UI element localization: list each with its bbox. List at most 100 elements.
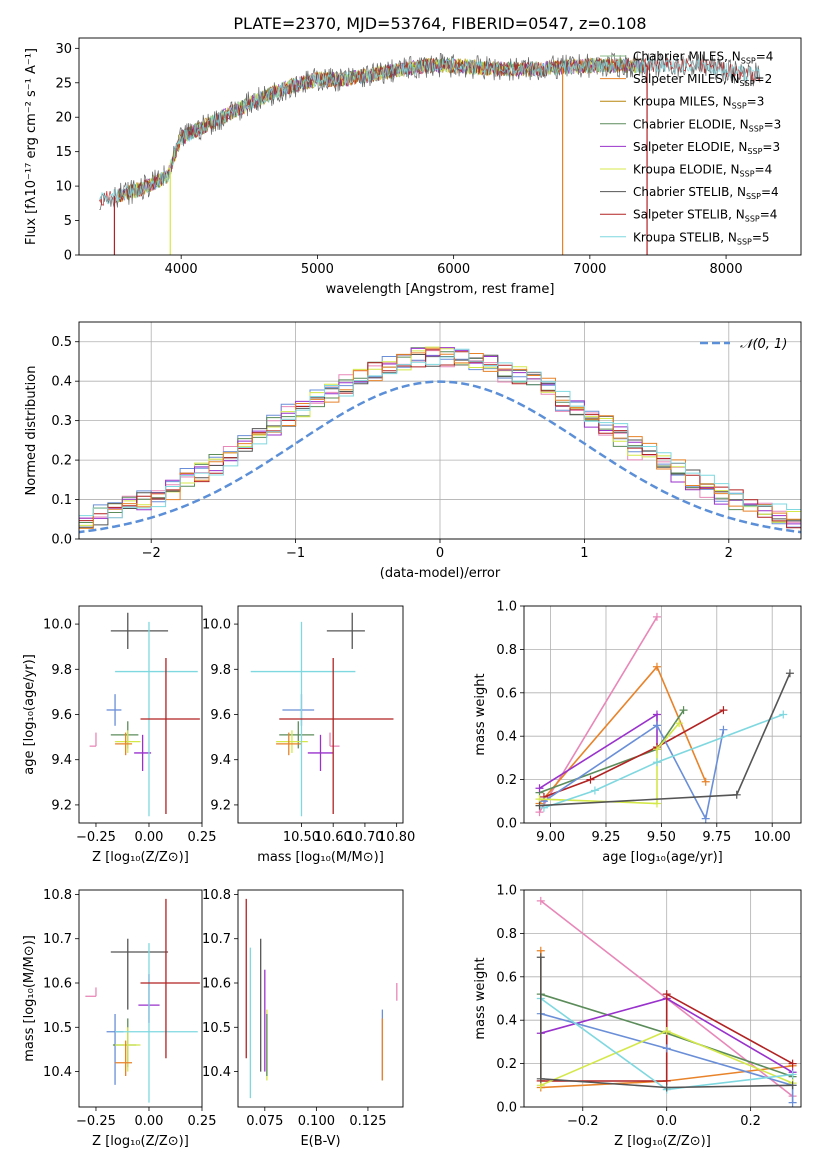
y-tick-label: 15 <box>55 145 72 160</box>
weight-point-marker <box>662 1044 671 1053</box>
x-tick-label: 0.25 <box>188 830 217 845</box>
x-tick-label: 0.100 <box>298 1114 335 1129</box>
panel-mass_vs_Z: −0.25 0.00 0.25 10.4 10.5 10.6 10.7 10.8 Z [log₁… <box>22 888 216 1149</box>
y-tick-label: 10.7 <box>43 932 72 947</box>
y-tick-label: 0.8 <box>496 927 517 942</box>
legend-text: Salpeter MILES, N <box>633 72 740 86</box>
x-tick-label: 9.75 <box>702 830 731 845</box>
weight-point-marker <box>652 721 661 730</box>
weight-series-line <box>539 709 685 794</box>
legend-entry: Salpeter ELODIE, NSSP=3 <box>633 140 780 156</box>
weight-point-marker <box>675 719 684 728</box>
y-tick-label: 5 <box>64 214 72 229</box>
weight-point-marker <box>652 758 661 767</box>
legend-entry: Kroupa MILES, NSSP=3 <box>633 95 764 111</box>
x-tick-label: 10.70 <box>346 830 383 845</box>
axes-frame <box>523 889 802 1108</box>
weight-series-line <box>543 724 725 822</box>
x-tick-label: 0.25 <box>188 1114 217 1129</box>
plot-layer <box>79 346 801 534</box>
y-tick-label: 0.6 <box>496 686 517 701</box>
y-tick-label: 1.0 <box>496 600 517 615</box>
axes-frame <box>78 605 203 824</box>
weight-point-marker <box>662 1027 671 1036</box>
y-tick-label: 0.4 <box>496 1014 517 1029</box>
y-tick-label: 10.0 <box>202 618 231 633</box>
legend-entry: Salpeter STELIB, NSSP=4 <box>633 208 777 224</box>
x-tick-label: −0.25 <box>76 1114 116 1129</box>
y-tick-label: 10.5 <box>202 1021 231 1036</box>
legend-value: =2 <box>755 72 773 86</box>
x-tick-label: −1 <box>286 546 305 561</box>
legend-value: =3 <box>764 117 782 131</box>
x-tick-label: 6000 <box>437 262 470 277</box>
y-tick-label: 10.6 <box>202 977 231 992</box>
y-axis-label: mass [log₁₀(M/M⊙)] <box>22 935 37 1062</box>
y-tick-label: 0.0 <box>496 817 517 832</box>
axes-frame <box>78 321 802 540</box>
x-tick-label: 1 <box>580 546 588 561</box>
weight-point-marker <box>788 1098 797 1107</box>
plot-layer <box>89 612 200 817</box>
weight-point-marker <box>679 706 688 715</box>
y-tick-label: 10.6 <box>43 977 72 992</box>
x-tick-label: −2 <box>142 546 161 561</box>
x-tick-label: 0.0 <box>656 1114 677 1129</box>
y-tick-label: 30 <box>55 42 72 57</box>
weight-point-marker <box>652 710 661 719</box>
y-tick-label: 0.4 <box>496 730 517 745</box>
legend-text: Chabrier MILES, N <box>633 50 741 64</box>
legend-subscript: SSP <box>740 79 755 88</box>
legend-value: =3 <box>762 140 780 154</box>
x-axis-label: mass [log₁₀(M/M⊙)] <box>257 850 384 865</box>
plots-layer: 4000 5000 6000 7000 8000051015202530waveleng… <box>22 37 802 1149</box>
axes-frame <box>78 37 802 256</box>
y-tick-label: 9.6 <box>210 708 231 723</box>
legend-subscript: SSP <box>741 57 756 66</box>
legend-value: =5 <box>752 230 770 244</box>
y-tick-label: 0.3 <box>51 414 72 429</box>
x-axis-label: Z [log₁₀(Z/Z⊙)] <box>614 1134 711 1149</box>
y-tick-label: 10 <box>55 180 72 195</box>
panel-mass_vs_EBV: 0.075 0.100 0.125 10.4 10.5 10.6 10.7 10.8 E(B-V… <box>202 888 404 1149</box>
x-tick-label: 9.25 <box>592 830 621 845</box>
legend-entry: Chabrier STELIB, NSSP=4 <box>633 185 779 201</box>
x-tick-label: 4000 <box>165 262 198 277</box>
legend-subscript: SSP <box>745 215 760 224</box>
y-tick-label: 0 <box>64 249 72 264</box>
y-tick-label: 9.4 <box>210 753 231 768</box>
y-tick-label: 0.1 <box>51 493 72 508</box>
weight-point-marker <box>662 990 671 999</box>
y-tick-label: 0.2 <box>51 454 72 469</box>
y-tick-label: 0.0 <box>51 533 72 548</box>
x-tick-label: 10.50 <box>283 830 320 845</box>
y-tick-label: 10.4 <box>202 1065 231 1080</box>
x-axis-label: (data-model)/error <box>380 566 501 581</box>
y-tick-label: 9.2 <box>210 798 231 813</box>
panel-spectrum: 4000 5000 6000 7000 8000 0 5 10 15 20 25 30 waveleng… <box>24 37 802 297</box>
x-tick-label: 0.075 <box>246 1114 283 1129</box>
axes-frame <box>237 889 404 1108</box>
weight-point-marker <box>652 662 661 671</box>
panel-weight_vs_Z: −0.2 0.0 0.2 0.0 0.2 0.4 0.6 0.8 1.0 Z [log₁₀(Z/Z… <box>473 884 802 1149</box>
weight-point-marker <box>788 1059 797 1068</box>
y-tick-label: 20 <box>55 111 72 126</box>
y-tick-label: 0.2 <box>496 1057 517 1072</box>
grid-layer <box>524 605 801 824</box>
weight-point-marker <box>662 1083 671 1092</box>
y-tick-label: 10.7 <box>202 932 231 947</box>
panel-residuals: −2 −1 0 1 2 0.0 0.1 0.2 0.3 0.4 0.5 (data-model)/er… <box>24 321 802 581</box>
axes-frame <box>523 605 802 824</box>
y-tick-label: 25 <box>55 76 72 91</box>
legend-text: Kroupa MILES, N <box>633 95 732 109</box>
y-tick-label: 0.5 <box>51 335 72 350</box>
legend-subscript: SSP <box>749 124 764 133</box>
weight-point-marker <box>535 801 544 810</box>
histogram-series <box>79 348 801 525</box>
weight-point-marker <box>536 896 545 905</box>
panel-weight_vs_age: 9.00 9.25 9.50 9.75 10.00 0.0 0.2 0.4 0.6 0.8 1.0 a… <box>473 600 802 865</box>
weight-point-marker <box>652 799 661 808</box>
weight-point-marker <box>536 1074 545 1083</box>
x-tick-label: 9.00 <box>536 830 565 845</box>
